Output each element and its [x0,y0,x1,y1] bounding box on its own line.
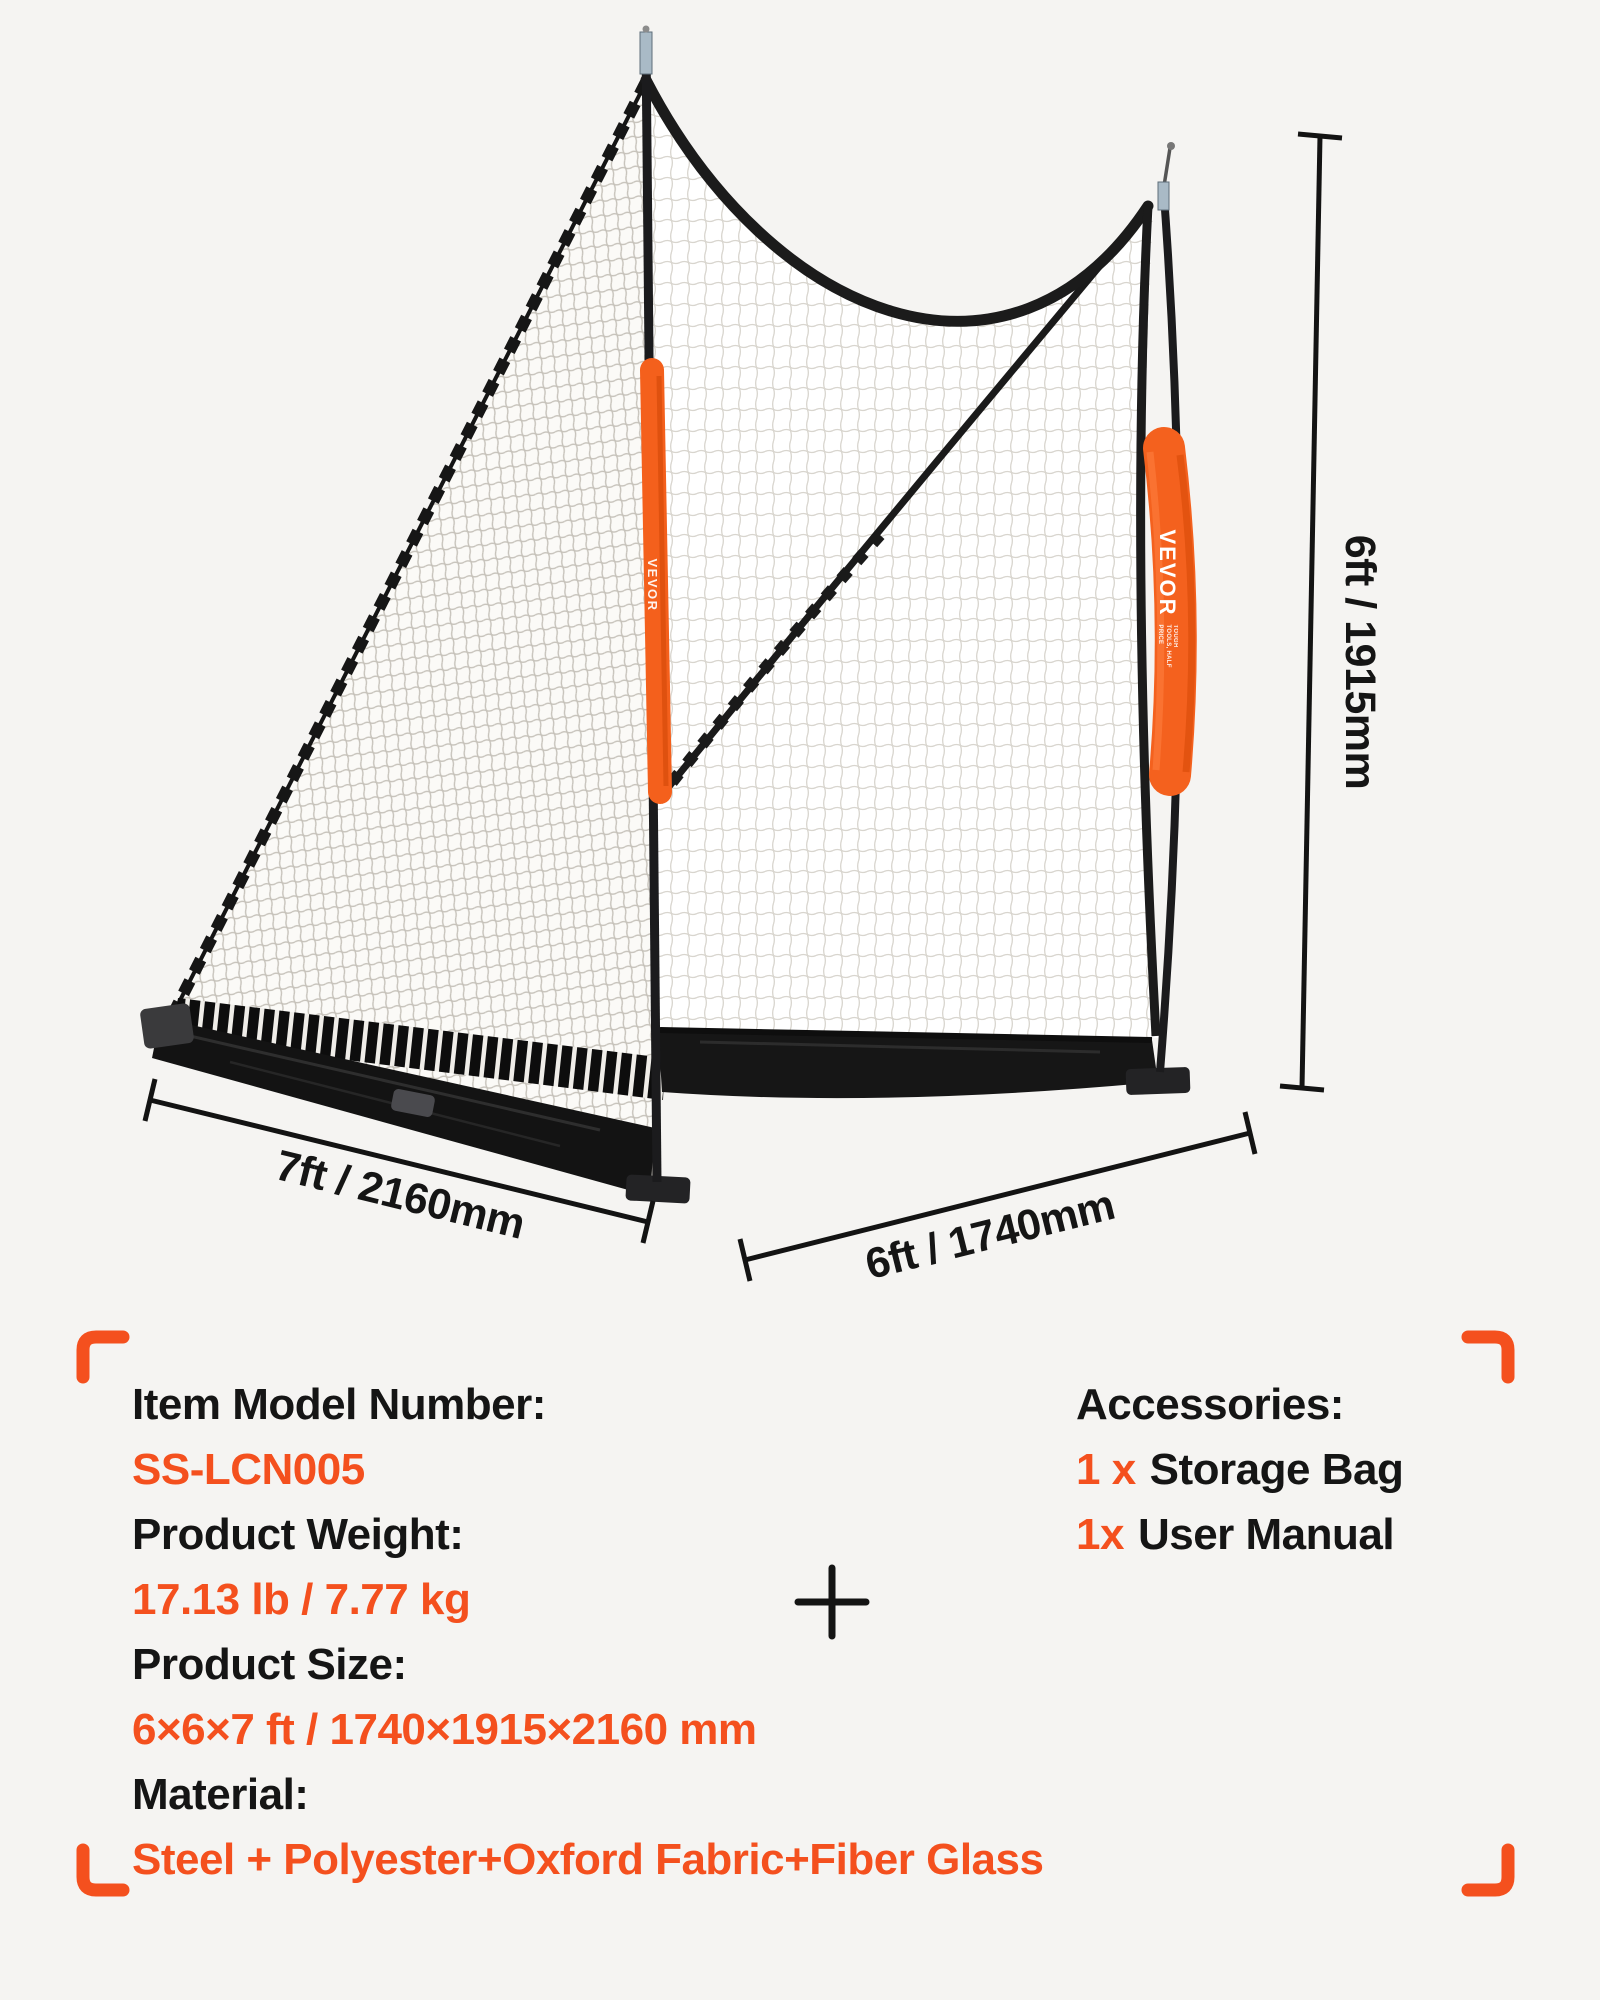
corner-bracket-bottom-left [76,1843,130,1897]
left-pole-tip-bolt [642,25,650,33]
left-pole-tip [639,31,653,75]
rear-edge-tape-twist [160,79,652,1031]
brand-logo-right-sleeve: VEVOR TOUGH TOOLS, HALF PRICE [1145,498,1189,702]
rear-net-panel [166,80,657,1178]
accessory-item: 1x User Manual [1076,1502,1403,1567]
accessory-name: User Manual [1137,1510,1395,1559]
accessory-qty: 1 x [1076,1445,1136,1494]
net-bottom-band [172,998,665,1100]
corner-bracket-top-right [1461,1330,1515,1384]
dimension-lines [142,131,1343,1282]
goal-net-illustration [140,25,1197,1204]
right-pole-tip-bolt [1167,142,1175,150]
pole-sleeves [640,358,1197,804]
brand-logo-left-sleeve: VEVOR [639,503,667,667]
accessory-qty: 1x [1076,1510,1124,1559]
accessories-list: Accessories: 1 x Storage Bag 1x User Manua… [1076,1372,1404,1567]
height-dimension-label: 6ft / 1915mm [1336,534,1384,790]
front-base-bar [625,1027,1191,1204]
accessory-item: 1 x Storage Bag [1076,1437,1404,1502]
right-pole-tip [1162,147,1172,187]
spec-label-material: Material: [132,1770,309,1819]
spec-value-weight: 17.13 lb / 7.77 kg [132,1575,471,1624]
spec-list: Item Model Number: SS-LCN005 Product Wei… [132,1372,1044,1892]
right-sleeve [1143,427,1197,796]
accessory-name: Storage Bag [1149,1445,1404,1494]
top-edge-tape [640,74,1154,327]
plus-icon [794,1564,870,1640]
spec-value-model: SS-LCN005 [132,1445,365,1494]
corner-bracket-bottom-right [1461,1843,1515,1897]
depth-dimension-line [737,1111,1258,1282]
left-sleeve [640,358,672,804]
diagonal-tape-twist [653,531,885,804]
height-dimension-line [1279,131,1343,1093]
corner-bracket-top-left [76,1330,130,1384]
brand-wordmark: VEVOR [1155,529,1180,617]
corner-brackets [76,1330,1515,1897]
accessories-title: Accessories: [1076,1380,1344,1429]
rear-base-bar [140,1003,655,1196]
spec-label-model: Item Model Number: [132,1380,546,1429]
brand-wordmark: VEVOR [645,558,661,612]
spec-label-size: Product Size: [132,1640,407,1689]
spec-label-weight: Product Weight: [132,1510,464,1559]
spec-value-material: Steel + Polyester+Oxford Fabric+Fiber Gl… [132,1835,1044,1884]
right-edge-tape [1136,205,1161,1037]
spec-value-size: 6×6×7 ft / 1740×1915×2160 mm [132,1705,757,1754]
front-net-panel [646,80,1158,1038]
width-dimension-line [142,1078,656,1244]
brand-tagline: TOUGH TOOLS, HALF PRICE [1157,624,1178,668]
right-pole-ferrule [1157,181,1170,211]
